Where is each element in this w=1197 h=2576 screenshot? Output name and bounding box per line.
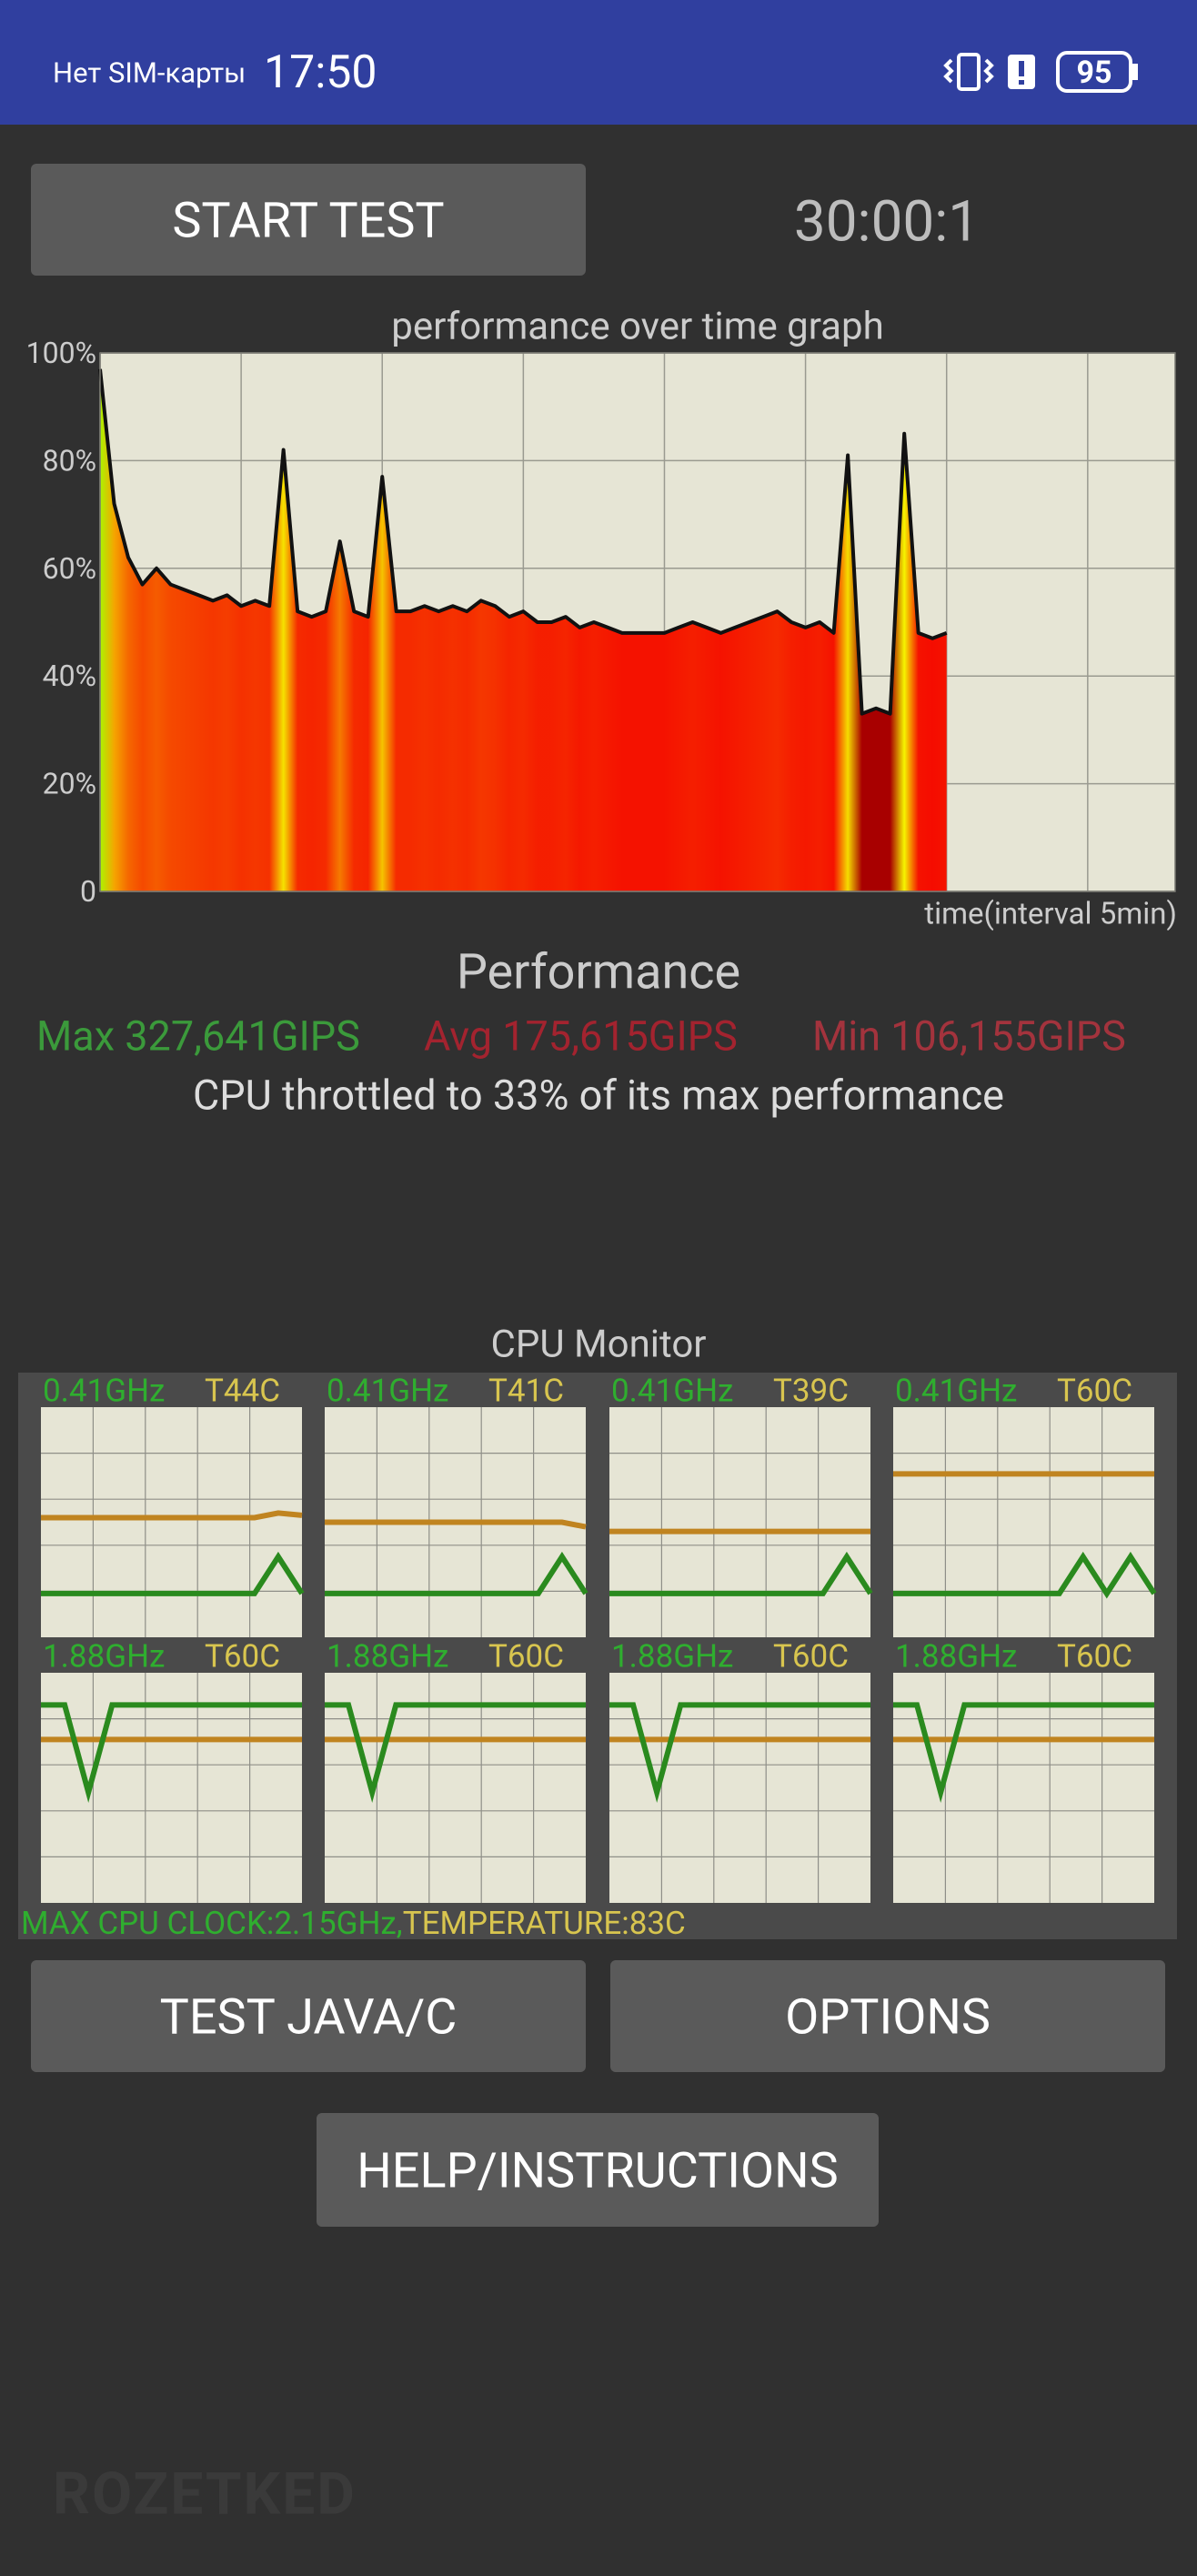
core-graph: 0.41GHz T60C: [893, 1373, 1157, 1637]
carrier: Нет SIM-карты: [53, 56, 246, 90]
y-tick-label: 60%: [43, 551, 96, 586]
alert-icon: [1008, 55, 1035, 89]
plot-border: [99, 352, 1176, 892]
core-temperature: T39C: [773, 1373, 849, 1410]
button-label[interactable]: START TEST: [172, 193, 444, 250]
y-tick-label: 20%: [43, 767, 96, 801]
chart-title: performance over time graph: [391, 305, 883, 349]
core-graph: 0.41GHz T41C: [325, 1373, 588, 1637]
min-performance: Min 106,155GIPS: [812, 1012, 1126, 1061]
y-tick-label: 80%: [43, 443, 96, 478]
battery-level: 95: [1076, 55, 1112, 91]
core-frequency: 1.88GHz: [895, 1638, 1017, 1675]
frequency-line: [41, 1551, 305, 1596]
battery-outline: [1056, 51, 1132, 93]
cpu-monitor-title: CPU Monitor: [490, 1323, 706, 1367]
y-tick-label: 40%: [43, 659, 96, 693]
button-bg[interactable]: [31, 1960, 586, 2072]
core-temperature: T44C: [205, 1373, 280, 1410]
core-temperature: T60C: [205, 1638, 280, 1675]
max-temp: TEMPERATURE:83C: [403, 1905, 686, 1942]
y-tick-label: 0: [80, 874, 96, 909]
cpu-monitor-footer: MAX CPU CLOCK:2.15GHz,TEMPERATURE:83C: [21, 1905, 686, 1942]
frequency-line: [325, 1702, 586, 1804]
frequency-line: [893, 1551, 1157, 1599]
button-bg[interactable]: [317, 2113, 879, 2227]
button-label[interactable]: HELP/INSTRUCTIONS: [357, 2143, 838, 2200]
core-temperature: T60C: [1057, 1373, 1132, 1410]
core-graph: 1.88GHz T60C: [41, 1638, 302, 1903]
performance-chart: 0 20% 40% 60% 80% 100%: [26, 336, 1176, 909]
vibrate-icon: [943, 53, 994, 91]
x-axis-label: time(interval 5min): [924, 897, 1177, 932]
core-frequency: 1.88GHz: [327, 1638, 448, 1675]
max-clock: MAX CPU CLOCK:2.15GHz,: [21, 1905, 403, 1942]
button-bg[interactable]: [31, 164, 586, 276]
button-bg[interactable]: [610, 1960, 1165, 2072]
frequency-line: [893, 1702, 1154, 1804]
core-graph: 0.41GHz T39C: [609, 1373, 873, 1637]
core-graph: 1.88GHz T60C: [609, 1638, 870, 1903]
core-temperature: T60C: [1057, 1638, 1132, 1675]
core-temperature: T60C: [773, 1638, 849, 1675]
performance-title: Performance: [457, 944, 740, 1001]
core-frequency: 0.41GHz: [43, 1373, 165, 1410]
core-frequency: 0.41GHz: [611, 1373, 733, 1410]
avg-performance: Avg 175,615GIPS: [424, 1012, 738, 1061]
frequency-line: [609, 1551, 873, 1596]
frequency-line: [609, 1702, 870, 1804]
core-graph: 1.88GHz T60C: [893, 1638, 1154, 1903]
core-temperature: T41C: [488, 1373, 564, 1410]
temperature-line: [41, 1510, 303, 1521]
y-tick-label: 100%: [26, 336, 96, 370]
options-button[interactable]: OPTIONS: [610, 1960, 1165, 2072]
throttle-note: CPU throttled to 33% of its max performa…: [193, 1072, 1004, 1120]
performance-area: [100, 368, 947, 891]
help-button[interactable]: HELP/INSTRUCTIONS: [317, 2113, 879, 2227]
temperature-line: [325, 1519, 587, 1530]
frequency-line: [325, 1551, 588, 1596]
core-plot: [609, 1407, 870, 1637]
max-performance: Max 327,641GIPS: [36, 1012, 360, 1061]
core-plot: [41, 1407, 302, 1637]
test-java-button[interactable]: TEST JAVA/C: [31, 1960, 586, 2072]
performance-line: [98, 368, 948, 716]
battery-tip: [1132, 64, 1138, 80]
button-label[interactable]: OPTIONS: [785, 1989, 991, 2047]
core-graph: 1.88GHz T60C: [325, 1638, 586, 1903]
core-frequency: 1.88GHz: [43, 1638, 165, 1675]
watermark: ROZETKED: [53, 2460, 357, 2529]
core-temperature: T60C: [488, 1638, 564, 1675]
core-plot: [893, 1407, 1154, 1637]
frequency-line: [41, 1702, 302, 1804]
core-graph: 0.41GHz T44C: [41, 1373, 305, 1637]
clock: 17:50: [264, 46, 377, 99]
start-button[interactable]: START TEST: [31, 164, 586, 276]
core-frequency: 1.88GHz: [611, 1638, 733, 1675]
core-frequency: 0.41GHz: [895, 1373, 1017, 1410]
status-bar: [0, 0, 1197, 125]
core-frequency: 0.41GHz: [327, 1373, 448, 1410]
button-label[interactable]: TEST JAVA/C: [160, 1989, 458, 2047]
cores: 0.41GHz T44C 0.41GHz T41C 0.41GHz T39C 0.41GHz…: [41, 1373, 1157, 1903]
timer: 30:00:1: [794, 189, 980, 256]
